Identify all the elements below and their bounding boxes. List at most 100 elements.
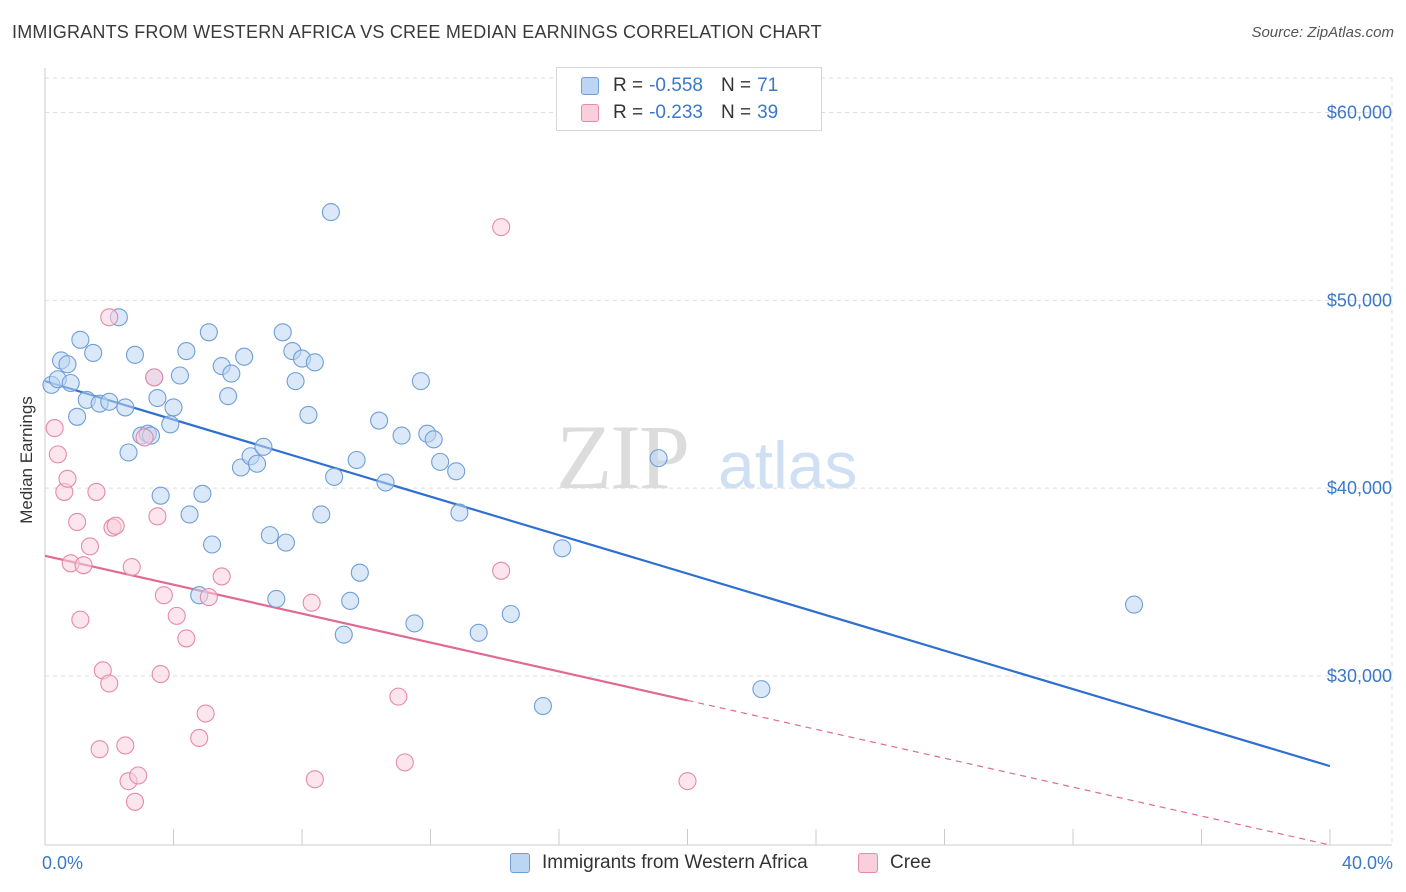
point-western-africa <box>247 454 267 473</box>
point-cree <box>100 674 119 693</box>
point-cree <box>199 588 218 607</box>
point-western-africa <box>125 345 144 364</box>
point-western-africa <box>334 625 353 644</box>
point-western-africa <box>119 443 138 462</box>
y-tick-label: $50,000 <box>1327 290 1392 310</box>
point-cree <box>154 586 173 605</box>
point-cree <box>48 445 67 464</box>
point-western-africa <box>533 696 552 716</box>
legend-r-value: -0.233 <box>649 102 703 123</box>
legend-r-label: R = <box>613 102 644 123</box>
point-western-africa <box>405 614 424 633</box>
point-cree <box>492 218 511 237</box>
y-axis-label: Median Earnings <box>17 396 36 524</box>
point-cree <box>196 704 215 723</box>
point-cree <box>68 512 87 532</box>
point-western-africa <box>254 437 273 456</box>
point-western-africa <box>219 387 238 406</box>
point-western-africa <box>58 355 77 374</box>
point-western-africa <box>148 388 167 408</box>
stats-legend: R = -0.558 N = 71 R = -0.233 N = 39 <box>556 67 822 131</box>
chart-title: IMMIGRANTS FROM WESTERN AFRICA VS CREE M… <box>12 22 822 42</box>
point-western-africa <box>325 467 344 486</box>
point-cree <box>177 629 196 648</box>
point-western-africa <box>151 486 170 505</box>
point-cree <box>125 792 144 811</box>
trend-line-cree <box>44 554 688 702</box>
point-western-africa <box>424 430 443 449</box>
point-western-africa <box>350 563 369 582</box>
point-western-africa <box>411 372 430 391</box>
point-cree <box>148 507 167 526</box>
point-western-africa <box>199 323 218 342</box>
point-western-africa <box>286 372 305 391</box>
point-western-africa <box>347 450 366 470</box>
legend-r-label: R = <box>613 75 644 96</box>
point-western-africa <box>235 347 254 366</box>
point-cree <box>74 556 93 575</box>
legend-n-label: N = <box>720 75 752 96</box>
point-western-africa <box>161 415 180 434</box>
point-western-africa <box>299 405 318 424</box>
point-western-africa <box>180 505 199 524</box>
trend-line-cree <box>687 699 1331 846</box>
x-tick-label: 40.0% <box>1342 853 1393 873</box>
watermark: ZIP atlas <box>556 406 857 508</box>
point-cree <box>305 770 324 789</box>
point-cree <box>90 740 109 759</box>
legend-label-western-africa: Immigrants from Western Africa <box>542 852 808 873</box>
point-cree <box>100 308 119 327</box>
watermark-atlas: atlas <box>718 428 857 502</box>
point-western-africa <box>68 407 87 426</box>
point-western-africa <box>450 503 469 522</box>
point-western-africa <box>177 342 196 361</box>
watermark-zip: ZIP <box>556 406 688 508</box>
legend-n-value: 71 <box>757 75 779 96</box>
point-western-africa <box>1124 595 1144 614</box>
point-cree <box>129 766 148 785</box>
point-western-africa <box>376 473 395 492</box>
point-western-africa <box>267 589 286 609</box>
legend-swatch-pink <box>858 853 878 873</box>
legend-swatch-pink <box>581 104 599 122</box>
point-western-africa <box>203 535 222 554</box>
point-western-africa <box>273 323 292 342</box>
data-points <box>42 203 1144 811</box>
point-cree <box>58 469 77 488</box>
y-tick-label: $40,000 <box>1327 478 1392 498</box>
point-western-africa <box>321 203 340 222</box>
point-western-africa <box>370 411 389 430</box>
point-western-africa <box>61 373 80 393</box>
legend-row-western-africa: R = -0.558 N = 71 <box>581 75 778 97</box>
legend-r-value: -0.558 <box>649 75 703 96</box>
y-tick-label: $60,000 <box>1327 103 1392 123</box>
x-tick-label: 0.0% <box>42 853 83 873</box>
point-cree <box>389 687 408 706</box>
legend-swatch-blue <box>510 853 530 873</box>
point-cree <box>302 593 321 612</box>
point-cree <box>71 610 90 629</box>
point-cree <box>145 368 164 387</box>
axes <box>44 68 1392 846</box>
legend-item-western-africa[interactable]: Immigrants from Western Africa <box>510 852 808 874</box>
point-cree <box>167 606 186 625</box>
point-cree <box>116 736 135 755</box>
legend-n-value: 39 <box>757 102 779 123</box>
point-cree <box>80 537 100 556</box>
point-western-africa <box>305 353 324 372</box>
point-western-africa <box>431 452 450 471</box>
legend-item-cree[interactable]: Cree <box>858 852 931 874</box>
point-western-africa <box>164 398 183 417</box>
legend-n-label: N = <box>720 102 752 123</box>
point-western-africa <box>553 539 572 558</box>
legend-swatch-blue <box>581 77 599 95</box>
y-tick-label: $30,000 <box>1327 666 1392 686</box>
legend-row-cree: R = -0.233 N = 39 <box>581 102 778 124</box>
point-cree <box>87 482 106 501</box>
point-cree <box>106 516 125 535</box>
point-cree <box>122 557 141 577</box>
point-western-africa <box>71 330 90 349</box>
source-label: Source: ZipAtlas.com <box>1251 24 1394 41</box>
point-western-africa <box>276 533 295 552</box>
